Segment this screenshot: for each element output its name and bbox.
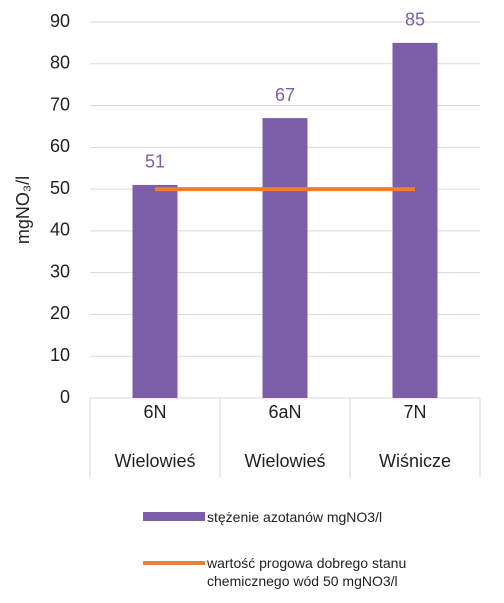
x-group-label: Wiśnicze	[379, 451, 451, 471]
y-axis-label: mgNO₃/l	[13, 176, 33, 244]
data-label: 51	[145, 152, 165, 172]
x-tick-label: 6N	[143, 402, 166, 422]
y-tick-label: 0	[60, 387, 70, 407]
bar	[132, 184, 178, 398]
y-tick-label: 10	[50, 345, 70, 365]
y-tick-label: 60	[50, 136, 70, 156]
legend-label: wartość progowa dobrego stanu chemiczneg…	[207, 555, 407, 589]
y-tick-label: 20	[50, 303, 70, 323]
y-tick-label: 70	[50, 94, 70, 114]
y-tick-label: 40	[50, 220, 70, 240]
y-tick-label: 30	[50, 261, 70, 281]
y-tick-label: 90	[50, 11, 70, 31]
x-tick-label: 7N	[403, 402, 426, 422]
data-label: 85	[405, 10, 425, 30]
y-tick-label: 50	[50, 178, 70, 198]
x-group-label: Wielowieś	[114, 451, 195, 471]
bar	[392, 42, 438, 399]
bar	[262, 118, 308, 398]
x-tick-label: 6aN	[268, 402, 301, 422]
data-label: 67	[275, 85, 295, 105]
y-tick-label: 80	[50, 53, 70, 73]
legend-label: stężenie azotanów mgNO3/l	[207, 509, 383, 525]
x-group-label: Wielowieś	[244, 451, 325, 471]
legend-swatch	[143, 512, 205, 521]
